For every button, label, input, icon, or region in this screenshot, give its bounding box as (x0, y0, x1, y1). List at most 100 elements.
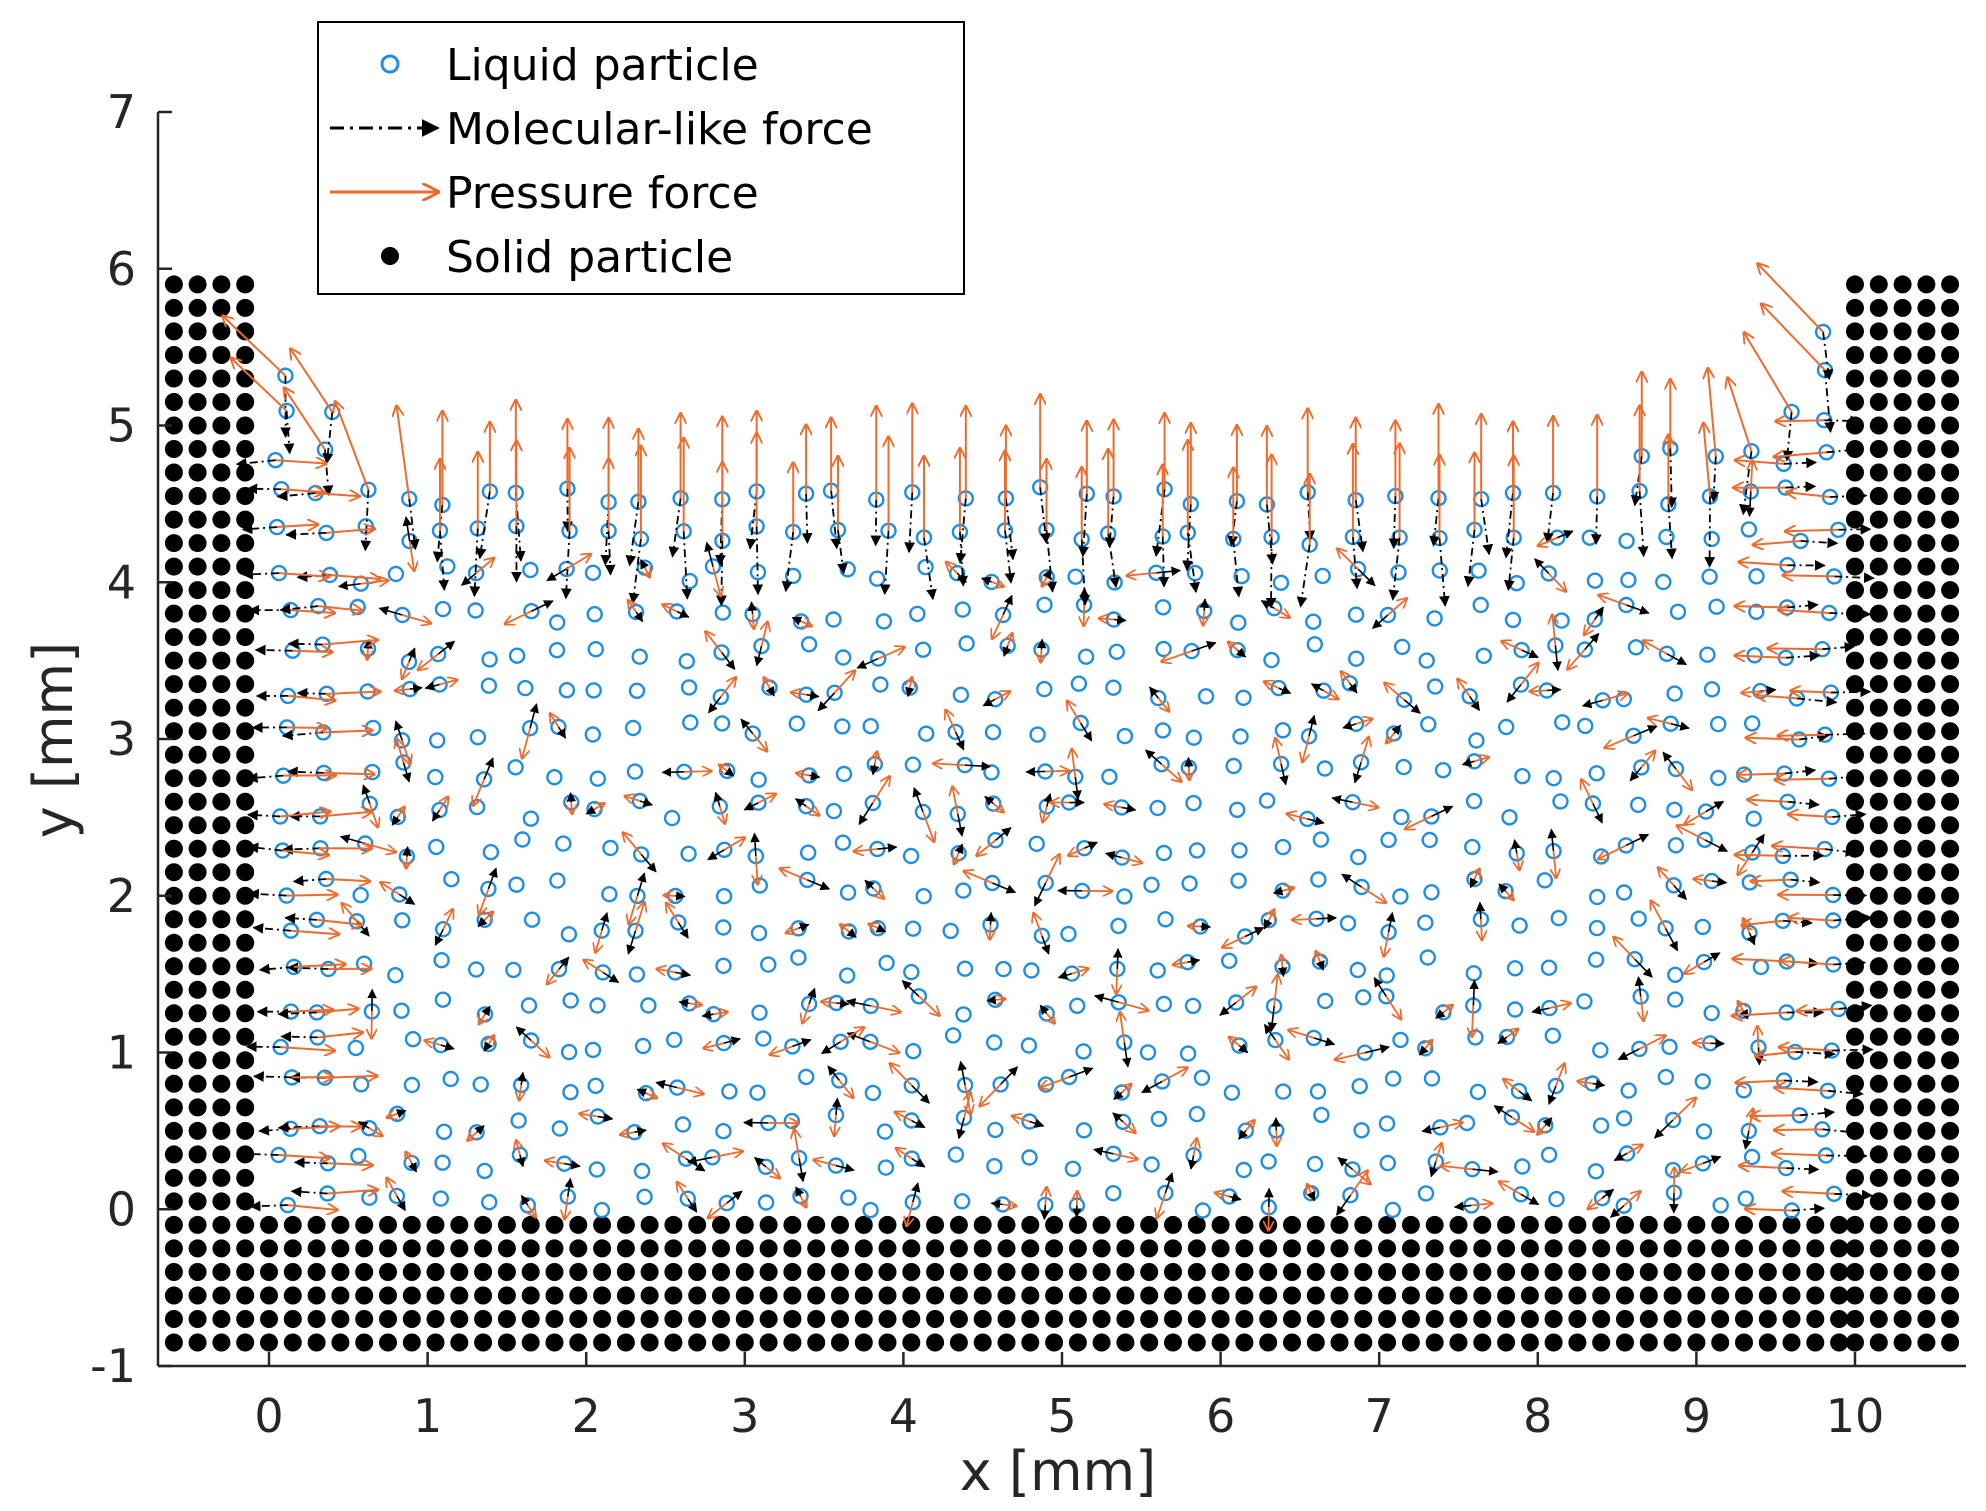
pressure-arrow (933, 763, 965, 765)
molecular-arrow (1493, 1105, 1513, 1118)
molecular-arrow (1267, 1005, 1278, 1033)
solid-particle (1893, 722, 1912, 741)
solid-particle (236, 1333, 255, 1352)
solid-particle (1211, 1333, 1230, 1352)
pressure-arrow (326, 879, 370, 881)
liquid-particle (631, 648, 648, 665)
pressure-arrow (890, 1063, 913, 1087)
molecular-arrow (1235, 647, 1247, 658)
solid-particle (545, 1310, 564, 1328)
solid-particle (212, 510, 231, 529)
molecular-arrow (955, 813, 966, 837)
solid-particle (1068, 1286, 1087, 1305)
liquid-particle (1695, 1123, 1713, 1140)
liquid-particle (713, 715, 731, 732)
pressure-arrow (870, 1006, 901, 1012)
liquid-particle (995, 960, 1012, 978)
liquid-particle (904, 920, 922, 937)
liquid-particle (1423, 808, 1440, 825)
solid-particle (1520, 1286, 1539, 1305)
molecular-arrow (1785, 481, 1817, 493)
solid-particle (212, 557, 231, 576)
solid-particle (1354, 1310, 1373, 1328)
liquid-particle (956, 960, 974, 977)
solid-particle (973, 1333, 992, 1352)
molecular-arrow (279, 603, 319, 615)
molecular-arrow (531, 600, 554, 612)
molecular-arrow (296, 687, 327, 699)
pressure-arrow (765, 1166, 780, 1178)
solid-particle (973, 1263, 992, 1281)
solid-particle (521, 1310, 540, 1328)
pressure-arrow (713, 1012, 728, 1014)
solid-particle (1917, 886, 1936, 905)
liquid-particle (681, 572, 698, 590)
pressure-arrow (946, 710, 957, 733)
solid-particle (379, 1286, 397, 1305)
pressure-arrow (1613, 937, 1636, 960)
molecular-arrow (753, 1156, 767, 1168)
solid-particle (593, 1286, 612, 1305)
pressure-arrow (1779, 1047, 1832, 1050)
solid-particle (212, 1074, 231, 1093)
pressure-arrow (281, 489, 324, 492)
molecular-arrow (1834, 572, 1875, 584)
solid-particle (355, 1215, 374, 1234)
molecular-arrow (798, 923, 810, 933)
liquid-particle (1347, 650, 1365, 667)
solid-particle (1869, 957, 1888, 976)
liquid-particle (1592, 1117, 1610, 1134)
molecular-arrow (982, 697, 996, 707)
solid-particle (1283, 1286, 1301, 1305)
solid-particle (188, 1286, 207, 1305)
legend: Liquid particle Molecular-like force Pre… (317, 21, 965, 295)
molecular-arrow (1296, 544, 1311, 608)
pressure-arrow (1071, 969, 1089, 974)
solid-particle (236, 745, 255, 764)
solid-particle (1354, 1215, 1373, 1234)
solid-particle (402, 1263, 421, 1281)
liquid-particle (1351, 1077, 1368, 1095)
pressure-arrow (870, 1041, 899, 1053)
liquid-particle (475, 771, 493, 788)
molecular-arrow (1057, 970, 1073, 980)
solid-particle (1846, 839, 1864, 858)
solid-particle (616, 1215, 635, 1234)
solid-particle (902, 1286, 921, 1305)
solid-particle (1917, 557, 1936, 576)
liquid-particle (1470, 562, 1487, 579)
liquid-particle (522, 810, 540, 827)
x-tick-label: 9 (1682, 1389, 1711, 1443)
liquid-particle (1153, 756, 1170, 773)
molecular-arrow (1782, 916, 1813, 928)
solid-particle (926, 1215, 945, 1234)
molecular-arrow (817, 692, 836, 712)
solid-particle (949, 1239, 968, 1258)
solid-particle (1021, 1333, 1040, 1352)
molecular-arrow (836, 998, 850, 1009)
solid-particle (1283, 1263, 1301, 1281)
solid-particle (1917, 651, 1936, 670)
liquid-particle (1342, 1186, 1359, 1204)
pressure-arrow (316, 1009, 359, 1013)
liquid-particle (1617, 837, 1635, 854)
solid-particle (712, 1239, 730, 1258)
liquid-particle (862, 997, 879, 1015)
solid-particle (926, 1263, 945, 1281)
solid-particle (1893, 440, 1912, 458)
liquid-particle (558, 682, 576, 699)
x-tick-label: 4 (889, 1389, 918, 1443)
molecular-arrow (475, 491, 491, 560)
liquid-particle (835, 649, 852, 666)
liquid-particle (751, 877, 768, 894)
solid-particle (212, 957, 231, 976)
molecular-arrow (879, 530, 891, 596)
liquid-particle (1154, 722, 1172, 739)
solid-particle (1306, 1263, 1325, 1281)
solid-particle (164, 534, 183, 553)
solid-particle (1045, 1286, 1064, 1305)
solid-particle (1164, 1263, 1182, 1281)
pressure-arrow (327, 1190, 378, 1194)
solid-particle (1869, 604, 1888, 623)
molecular-arrow (438, 530, 449, 591)
